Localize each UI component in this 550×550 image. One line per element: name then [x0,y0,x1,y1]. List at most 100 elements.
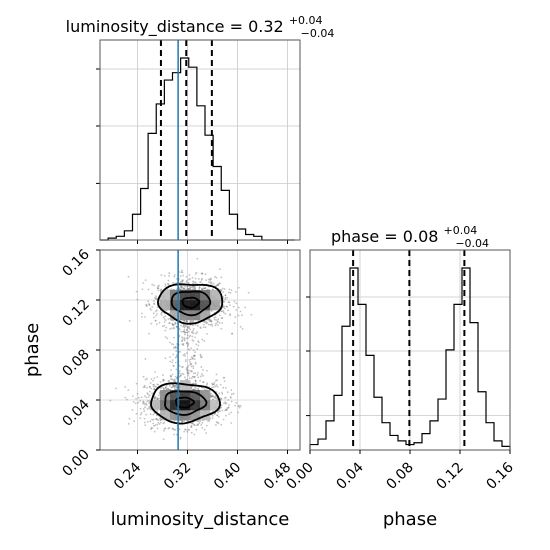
sample-point [214,379,217,382]
histogram-bin [318,439,326,450]
sample-point [189,286,191,289]
sample-point [193,424,196,426]
sample-point [144,316,146,318]
sample-point [173,380,176,383]
sample-point [190,331,193,333]
sample-point [199,327,202,330]
sample-point [154,385,157,388]
sample-point [235,309,238,311]
sample-point [184,428,187,431]
sample-point [164,386,167,389]
density-cell [190,290,201,301]
sample-point [187,330,190,333]
sample-point [147,300,149,303]
sample-point [146,408,149,410]
sample-point [165,386,167,389]
sample-point [186,370,189,372]
sample-point [194,361,197,364]
sample-point [216,385,219,388]
sample-point [211,395,214,398]
sample-point [190,365,193,368]
sample-point [157,383,160,386]
sample-point [205,424,208,427]
sample-point [182,287,185,290]
sample-point [156,398,159,401]
sample-point [197,423,200,426]
sample-point [225,396,227,399]
sample-point [196,257,199,260]
sample-point [150,322,153,325]
sample-point [132,401,135,403]
sample-point [172,365,175,367]
sample-point [215,421,218,424]
sample-point [217,410,220,412]
sample-point [213,318,216,321]
density-cell [180,290,191,301]
sample-point [231,332,233,335]
sample-point [178,370,181,372]
density-cell [160,390,171,401]
sample-point [173,384,175,387]
sample-point [181,269,183,272]
sample-point [190,422,193,425]
sample-point [180,285,182,287]
sample-point [222,306,225,308]
sample-point [182,373,185,376]
histogram-bin [213,166,221,240]
ytick-label-phase: 0.16 [59,246,92,279]
sample-point [212,288,214,291]
sample-point [218,268,221,271]
sample-point [164,319,167,322]
sample-point [220,404,223,407]
sample-point [153,383,155,386]
xtick-label-phase: 0.12 [433,460,466,493]
sample-point [157,397,159,400]
sample-point [186,285,189,288]
sample-point [190,363,193,366]
sample-point [228,403,230,406]
sample-point [215,384,218,386]
sample-point [213,316,216,319]
sample-point [179,285,182,288]
histogram-bin [438,399,446,450]
sample-point [134,402,137,405]
sample-point [163,324,166,327]
sample-point [149,386,151,388]
sample-point [153,388,156,390]
sample-point [144,406,146,409]
sample-point [185,280,188,282]
sample-point [188,335,191,338]
sample-point [163,274,166,277]
sample-point [190,426,193,429]
sample-point [126,398,128,401]
sample-point [196,423,199,426]
sample-point [230,400,233,403]
sample-point [178,375,181,378]
sample-point [181,279,184,282]
sample-point [178,288,181,290]
sample-point [171,359,174,362]
sample-point [227,406,230,409]
sample-point [206,369,208,372]
sample-point [156,376,159,378]
sample-point [162,316,165,319]
sample-point [191,357,194,360]
sample-point [197,340,200,343]
sample-point [171,386,173,389]
sample-point [223,397,226,399]
sample-point [196,374,199,376]
sample-point [191,422,194,425]
sample-point [164,427,167,430]
sample-point [202,287,205,290]
sample-point [201,373,203,375]
sample-point [203,321,206,324]
sample-point [188,273,191,276]
sample-point [151,392,153,395]
sample-point [142,375,145,378]
sample-point [189,328,192,331]
sample-point [182,288,185,291]
sample-point [144,358,147,360]
sample-point [140,411,143,414]
sample-point [233,300,236,303]
sample-point [164,329,167,332]
